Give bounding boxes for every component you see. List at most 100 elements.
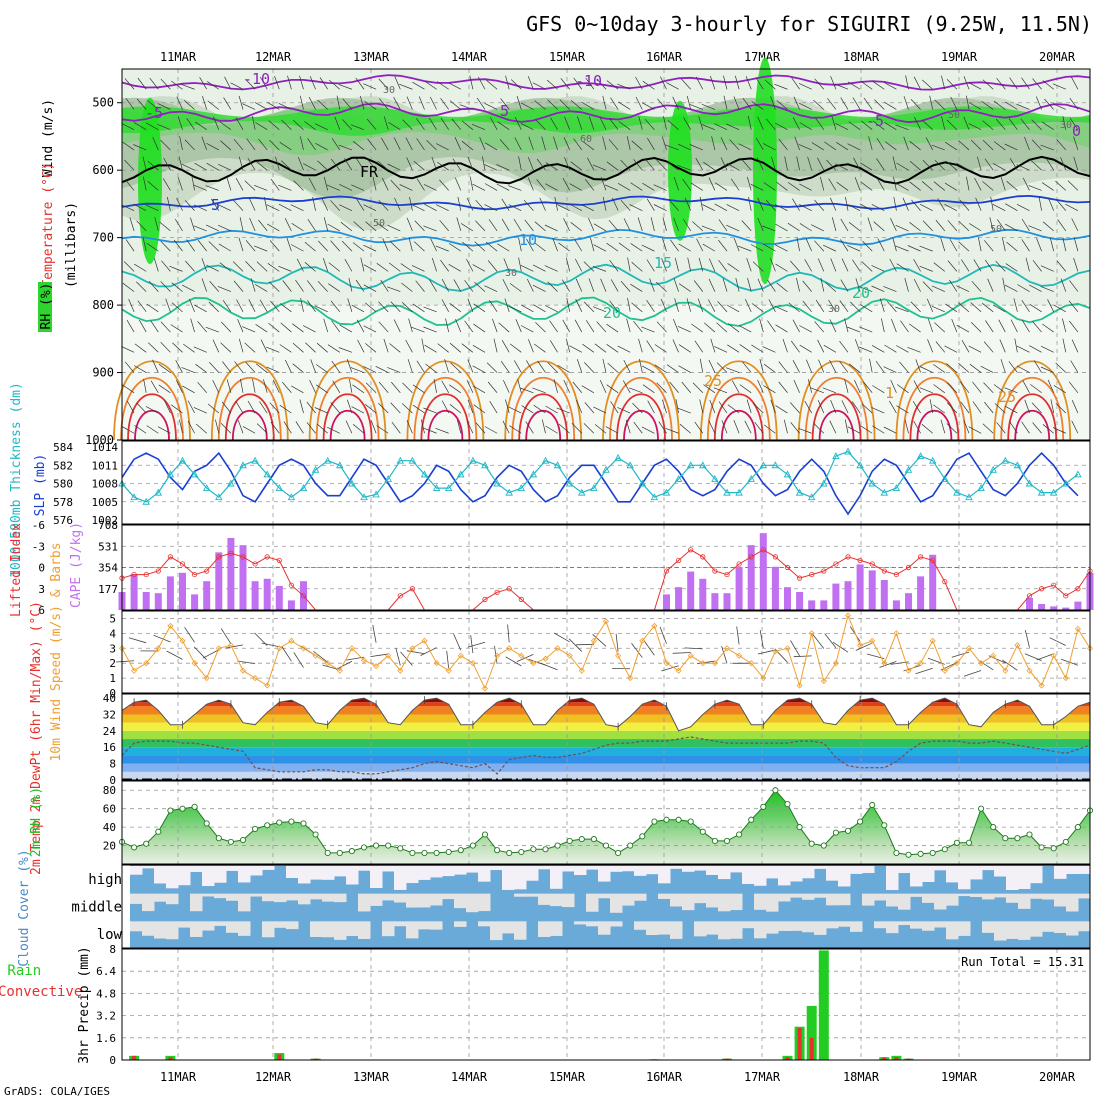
diurnal-temp-contour [699,360,778,441]
wind-barb [250,278,256,292]
wind-barb [1028,185,1042,191]
cloud-clear-cell [322,921,335,938]
wind-barb [995,260,1006,272]
wind-barb [731,380,740,393]
wind-barb [440,97,449,110]
temperature-stripe [122,747,1090,756]
wind-barb [989,217,994,231]
wind-barb [436,81,449,90]
wind-barb [1032,422,1042,434]
wind-barb [980,365,994,373]
rh-marker [736,831,743,838]
wind-barb [259,401,268,414]
wind-barb [730,178,740,191]
wind-barb-10m [643,640,655,656]
bottom-date-axis: 11MAR 12MAR 13MAR 14MAR 15MAR 16MAR 17MAR 18MAR… [160,1070,1076,1084]
wind-barb [748,196,752,211]
wind-barb-10m [736,626,740,645]
wind-barb [826,159,837,171]
wind-barb [252,378,256,393]
wind-barb [177,176,183,191]
lifted-index-marker [518,596,524,602]
wind-barb [585,179,595,191]
wind-barb [970,139,982,151]
wind-barb [572,381,583,394]
wind-barb [913,278,921,292]
wind-barb [860,181,873,191]
wind-barb [602,196,607,211]
cloud-clear-cell [838,893,851,906]
wind-barb-10m [1036,653,1054,661]
wind-speed-marker [554,645,561,652]
temperature-contour-label: 25 [704,372,722,390]
wind-barb [187,420,195,434]
wind-barb [199,77,208,90]
wind-barb [1020,118,1030,130]
lifted-index-marker [300,593,307,599]
wind-barb [663,116,667,130]
wind-barb [188,298,195,312]
wind-barb [660,298,667,312]
wind-barb [909,181,921,191]
wind-barb [609,118,619,130]
wind-barb [211,198,220,211]
cloud-clear-cell [658,866,671,884]
cape-bar [844,581,852,610]
wind-barb [399,184,413,191]
thickness-marker [674,474,683,482]
wind-barb [255,363,268,373]
wind-barb [258,138,268,151]
wind-barb [672,96,679,110]
wind-barb [413,160,425,171]
wind-barb [297,157,304,171]
wind-barb-10m [568,638,583,652]
wind-barb [390,301,401,313]
wind-barb [526,360,534,373]
wind-barb [678,243,691,252]
wind-barb [415,280,425,292]
convective-precip-bar [809,1037,814,1060]
wind-barb [472,365,486,373]
wind-barb [282,280,292,292]
cloud-clear-cell [358,893,371,912]
wind-barb [635,96,643,110]
wind-frame [121,610,1091,694]
wind-barb [992,203,1006,211]
wind-barb [150,320,159,333]
wind-barb [352,140,365,151]
cloud-clear-cell [166,893,179,905]
wind-speed-marker [433,660,440,667]
wind-barb [796,156,800,171]
wind-barb [331,158,341,171]
wind-barb [429,96,437,110]
wind-barb [1032,78,1042,90]
wind-barb [245,361,256,373]
wind-barb [992,163,1006,171]
wind-barb [911,199,921,211]
wind-barb [160,321,171,333]
thickness-marker [275,484,284,492]
wind-barb [263,379,268,393]
wind-speed-marker [518,652,525,659]
wind-barb [316,384,328,394]
wind-barb [205,185,219,191]
wind-barb [466,258,474,272]
wind-barb [1024,399,1030,414]
wind-barb [363,366,377,373]
wind-speed-marker [397,667,404,674]
lifted-tick-label: 0 [38,562,45,575]
cloud-clear-cell [622,893,635,906]
wind-barb [972,401,982,414]
wind-barb [1028,225,1042,232]
rh-marker [348,848,355,855]
wind-barb [620,199,631,211]
wind-barb-10m [592,634,607,647]
wind-barb [484,285,498,292]
wind-barb [267,263,280,272]
wind-barb [473,323,486,333]
wind-barb [993,100,1006,110]
wind-barb [678,283,691,292]
rh-marker [711,837,718,844]
lifted-index-marker [857,557,863,564]
